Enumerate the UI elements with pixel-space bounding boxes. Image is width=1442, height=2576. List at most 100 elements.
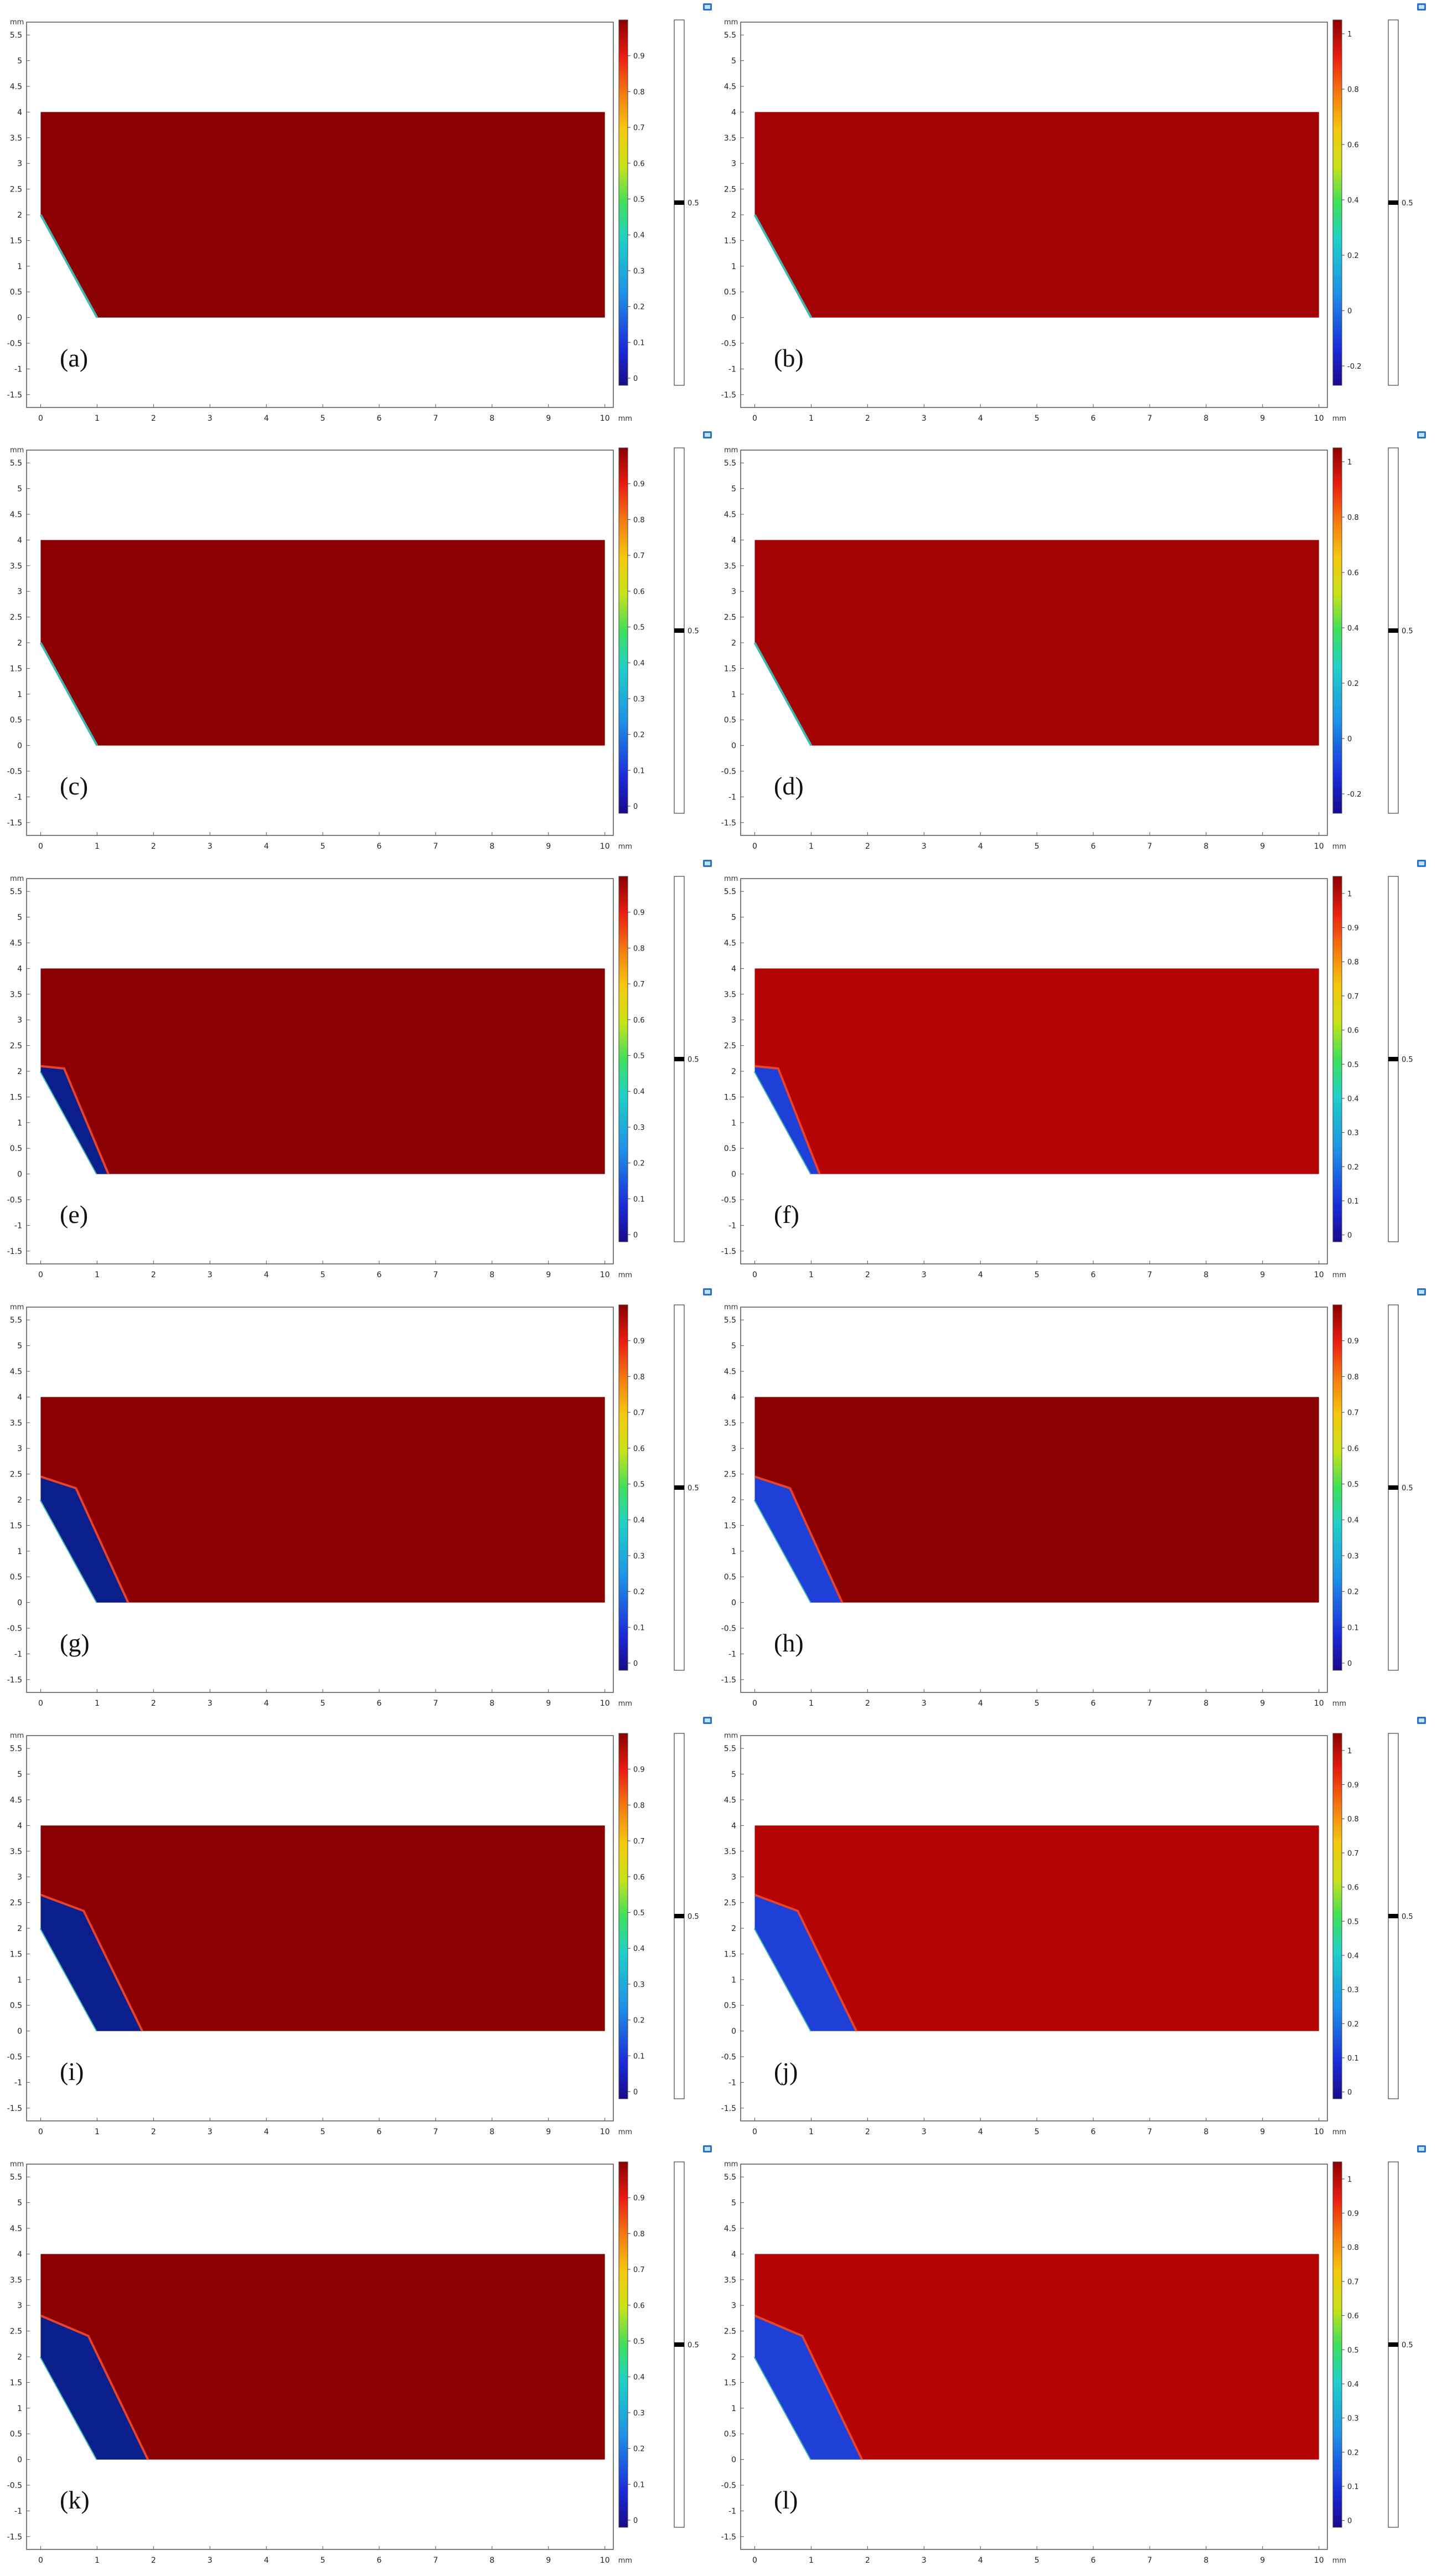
y-tick-label: 0	[731, 1170, 736, 1179]
export-icon	[1417, 2145, 1426, 2152]
plot-panel-d: mm 5.5 5 4.5 4 3.5 3 2.5 2 1.5 1 0.5 0 -0.5 -1 -1.5 0 1 2 3…	[721, 431, 1426, 851]
y-tick-label: 1.5	[10, 664, 22, 673]
colorbar-tick-label: 0.4	[1347, 1516, 1359, 1525]
y-tick-label: 1	[17, 690, 22, 699]
x-tick-label: 6	[377, 1271, 382, 1279]
y-unit-label: mm	[724, 446, 738, 455]
colorbar-tick-label: 0.1	[1347, 2483, 1359, 2491]
export-icon-screen	[1419, 433, 1424, 437]
y-tick-label: 3	[731, 2301, 736, 2310]
colorbar-tick-label: 0.1	[1347, 2054, 1359, 2063]
export-icon	[703, 3, 712, 11]
export-icon-screen	[1419, 1718, 1424, 1722]
y-unit-label: mm	[10, 1303, 24, 1312]
y-tick-label: 2.5	[724, 1899, 736, 1908]
export-icon-screen	[705, 5, 710, 9]
y-tick-label: -1.5	[7, 1247, 22, 1256]
interface-line	[754, 1065, 821, 1175]
level-marker-label: 0.5	[688, 627, 699, 636]
y-tick-label: 2	[731, 1924, 736, 1933]
colorbar-tick-label: 0.2	[633, 1588, 645, 1597]
domain-region	[40, 1825, 605, 2031]
x-tick-label: 1	[95, 414, 100, 423]
x-unit-label: mm	[618, 2557, 632, 2565]
y-tick-label: 4.5	[724, 1796, 736, 1805]
x-tick-label: 10	[1314, 1699, 1324, 1708]
x-tick-label: 7	[433, 414, 438, 423]
x-tick-label: 7	[433, 2128, 438, 2136]
y-tick-label: 5.5	[10, 887, 22, 896]
level-marker-label: 0.5	[1402, 199, 1413, 208]
colorbar-tick-label: 0.1	[633, 767, 645, 775]
colorbar-tick-label: 0.7	[1347, 993, 1359, 1001]
plot-panel-b: mm 5.5 5 4.5 4 3.5 3 2.5 2 1.5 1 0.5 0 -0.5 -1 -1.5 0 1 2 3…	[721, 3, 1426, 423]
y-tick-label: -1	[14, 1221, 22, 1230]
level-marker-label: 0.5	[1402, 1056, 1413, 1064]
x-unit-label: mm	[618, 2128, 632, 2136]
y-tick-label: 1	[731, 1119, 736, 1128]
y-tick-label: 3.5	[724, 2276, 736, 2285]
x-tick-label: 1	[95, 1271, 100, 1279]
x-tick-label: 2	[865, 414, 870, 423]
y-tick-label: -1	[728, 2078, 736, 2087]
y-tick-label: 5.5	[10, 2173, 22, 2182]
y-tick-label: 5.5	[724, 31, 736, 40]
y-tick-label: 2.5	[10, 1899, 22, 1908]
x-tick-label: 8	[1203, 414, 1208, 423]
y-tick-label: 0.5	[10, 1144, 22, 1153]
colorbar-tick-label: 0.7	[1347, 1409, 1359, 1417]
x-tick-label: 3	[922, 1699, 927, 1708]
x-tick-label: 4	[978, 842, 983, 851]
y-tick-label: 4	[17, 2250, 22, 2259]
colorbar-tick-label: 0.9	[633, 1766, 645, 1774]
y-tick-label: 4.5	[10, 82, 22, 91]
colorbar-tick-label: 1	[1347, 2176, 1352, 2184]
domain-region	[754, 1397, 1319, 1603]
y-tick-label: -1	[14, 1650, 22, 1659]
y-tick-label: 0	[17, 742, 22, 751]
y-tick-label: 1.5	[10, 1093, 22, 1102]
x-tick-label: 7	[433, 2556, 438, 2565]
domain-region	[40, 112, 605, 318]
y-unit-label: mm	[724, 2160, 738, 2169]
export-icon	[1417, 1288, 1426, 1295]
y-tick-label: 0	[17, 1599, 22, 1608]
level-marker-label: 0.5	[688, 1056, 699, 1064]
y-tick-label: 4	[731, 1821, 736, 1830]
colorbar-tick-label: 0	[633, 1660, 638, 1668]
x-tick-label: 9	[1260, 414, 1265, 423]
x-tick-label: 3	[208, 842, 213, 851]
y-tick-label: 5.5	[724, 1744, 736, 1753]
colorbar-tick-label: 0.9	[1347, 1338, 1359, 1346]
slanted-edge	[753, 642, 813, 746]
x-tick-label: 5	[1035, 2128, 1040, 2136]
colorbar-tick-label: 1	[1347, 30, 1352, 39]
colorbar-tick-label: 0.2	[633, 303, 645, 312]
x-unit-label: mm	[1332, 843, 1346, 851]
colorbar-tick-label: 0.7	[633, 124, 645, 132]
export-icon-screen	[1419, 861, 1424, 865]
colorbar-tick-label: 0.6	[633, 160, 645, 168]
colorbar-tick-label: 0.6	[633, 2302, 645, 2310]
x-tick-label: 7	[433, 1699, 438, 1708]
y-tick-label: 3	[17, 587, 22, 596]
plot-panel-e: mm 5.5 5 4.5 4 3.5 3 2.5 2 1.5 1 0.5 0 -0.5 -1 -1.5 0 1 2 3…	[7, 860, 712, 1279]
colorbar-tick-label: 0.5	[1347, 1918, 1359, 1926]
x-tick-label: 8	[489, 1699, 494, 1708]
y-unit-label: mm	[724, 1303, 738, 1312]
colorbar-tick-label: 0.5	[633, 2338, 645, 2346]
x-tick-label: 7	[1147, 414, 1152, 423]
x-tick-label: 2	[151, 1271, 156, 1279]
colorbar-tick-label: 0.6	[633, 588, 645, 596]
panel-label: (l)	[774, 2486, 798, 2514]
colorbar-tick-label: 0	[1347, 735, 1352, 744]
x-tick-label: 9	[1260, 1699, 1265, 1708]
y-tick-label: 0.5	[10, 2001, 22, 2010]
colorbar-tick-label: 0.9	[1347, 2210, 1359, 2218]
colorbar	[1332, 1733, 1342, 2099]
level-marker-label: 0.5	[688, 2341, 699, 2350]
domain-region	[754, 2254, 1319, 2460]
colorbar	[1332, 447, 1342, 814]
x-tick-label: 2	[151, 842, 156, 851]
y-tick-label: 4	[731, 1393, 736, 1402]
